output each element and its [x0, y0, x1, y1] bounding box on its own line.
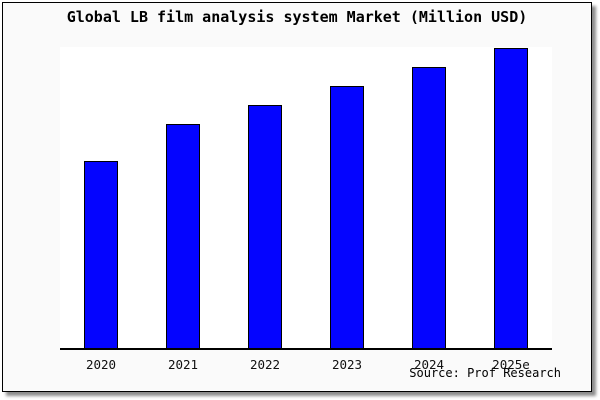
bar-slot: [224, 47, 306, 348]
x-tick-label-2024: 2024: [413, 357, 445, 372]
bar-slot: [142, 47, 224, 348]
bar-2024: [412, 67, 446, 348]
plot-area: [60, 47, 552, 350]
bar-2022: [248, 105, 282, 348]
bar-2021: [166, 124, 200, 348]
bar-slot: [470, 47, 552, 348]
bars-container: [60, 47, 552, 348]
source-note: Source: Prof Research: [409, 366, 561, 380]
chart-frame: Global LB film analysis system Market (M…: [2, 2, 592, 392]
bar-2025e: [494, 48, 528, 348]
chart-title: Global LB film analysis system Market (M…: [66, 8, 528, 26]
bar-slot: [60, 47, 142, 348]
x-tick-label-2021: 2021: [167, 357, 199, 372]
x-tick-label-2020: 2020: [85, 357, 117, 372]
x-tick-label-2023: 2023: [331, 357, 363, 372]
bar-2020: [84, 161, 118, 348]
bar-slot: [306, 47, 388, 348]
x-axis-tick-labels: 2020 2021 2022 2023 2024 2025e: [60, 357, 552, 372]
x-tick-label-2025e: 2025e: [492, 357, 530, 372]
bar-2023: [330, 86, 364, 348]
bar-slot: [388, 47, 470, 348]
x-tick-label-2022: 2022: [249, 357, 281, 372]
